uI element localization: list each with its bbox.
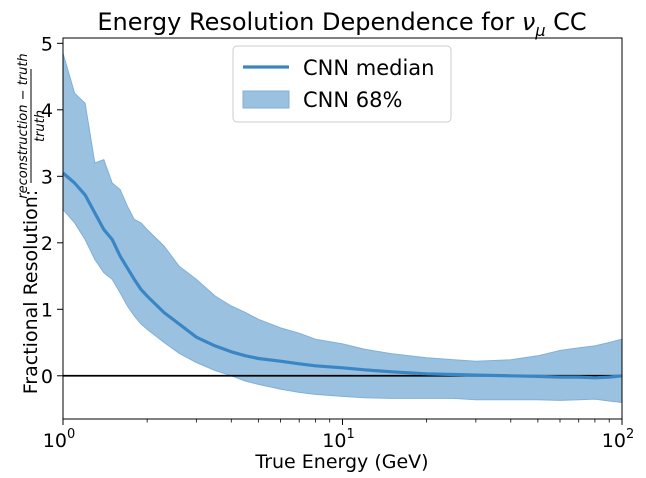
y-tick-label: 5 — [41, 33, 53, 55]
y-axis-ticks: 0 1 2 3 4 5 — [41, 33, 63, 388]
series-line-cnn-median — [61, 171, 623, 380]
x-axis-ticks: 100 101 102 — [43, 419, 634, 452]
y-axis-label-prefix: Fractional Resolution: — [20, 190, 42, 394]
legend-label-cnn-median: CNN median — [303, 56, 434, 80]
y-axis-label: Fractional Resolution: reconstruction − … — [16, 53, 48, 394]
legend-label-cnn-68: CNN 68% — [303, 88, 402, 112]
y-axis-label-numerator: reconstruction − truth — [16, 53, 31, 198]
y-tick-label: 3 — [41, 166, 53, 188]
y-tick-label: 2 — [41, 233, 53, 255]
x-tick-label: 100 — [43, 427, 75, 452]
y-tick-label: 0 — [41, 366, 53, 388]
y-axis-label-denominator: truth — [33, 110, 48, 142]
y-tick-label: 1 — [41, 299, 53, 321]
x-tick-label: 102 — [602, 427, 634, 452]
x-axis-label: True Energy (GeV) — [254, 451, 428, 473]
y-tick-label: 4 — [41, 100, 53, 122]
legend: CNN median CNN 68% — [232, 45, 452, 123]
legend-swatch-cnn-68 — [242, 90, 290, 109]
x-tick-label: 101 — [322, 427, 354, 452]
chart-title: Energy Resolution Dependence for νμ CC — [97, 8, 586, 40]
